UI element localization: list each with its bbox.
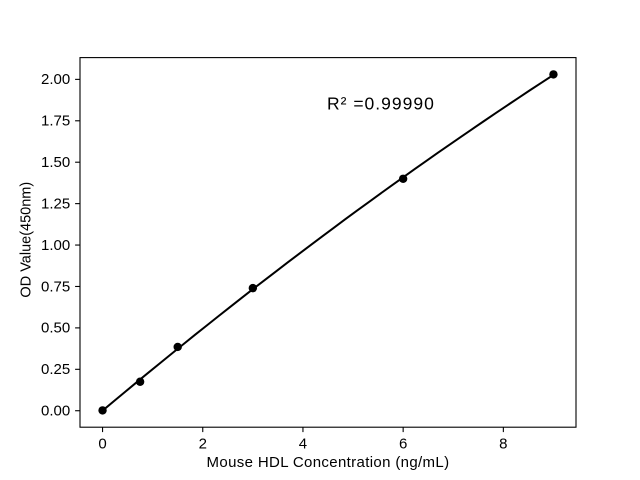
svg-text:Mouse HDL Concentration (ng/mL: Mouse HDL Concentration (ng/mL) bbox=[207, 454, 450, 471]
svg-text:1.00: 1.00 bbox=[41, 237, 70, 254]
svg-text:0: 0 bbox=[98, 435, 106, 452]
svg-text:4: 4 bbox=[299, 435, 307, 452]
svg-text:0.50: 0.50 bbox=[41, 320, 70, 337]
svg-text:0.25: 0.25 bbox=[41, 361, 70, 378]
svg-text:R² =0.99990: R² =0.99990 bbox=[327, 94, 435, 114]
svg-text:1.50: 1.50 bbox=[41, 154, 70, 171]
svg-text:1.25: 1.25 bbox=[41, 195, 70, 212]
svg-text:0.00: 0.00 bbox=[41, 403, 70, 420]
svg-text:6: 6 bbox=[399, 435, 407, 452]
svg-text:1.75: 1.75 bbox=[41, 113, 70, 130]
svg-text:2.00: 2.00 bbox=[41, 71, 70, 88]
svg-text:8: 8 bbox=[499, 435, 507, 452]
svg-text:0.75: 0.75 bbox=[41, 278, 70, 295]
svg-text:2: 2 bbox=[199, 435, 207, 452]
svg-text:OD Value(450nm): OD Value(450nm) bbox=[18, 182, 34, 298]
